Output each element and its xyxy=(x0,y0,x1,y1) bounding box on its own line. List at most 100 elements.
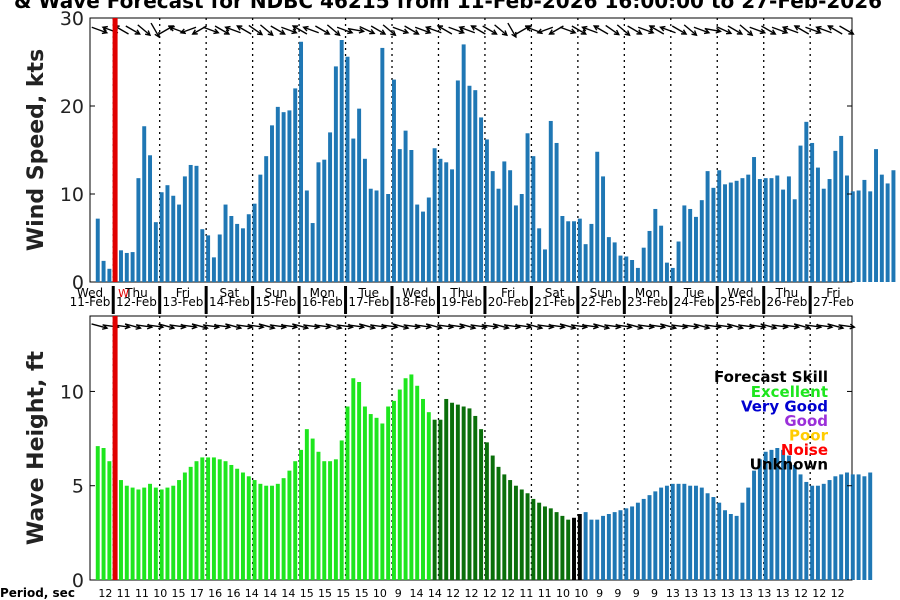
wind-arrow-head xyxy=(501,30,508,37)
wind-arrow-shaft xyxy=(259,24,274,36)
wind-arrow xyxy=(482,25,498,35)
wave-bar xyxy=(444,398,449,580)
wind-arrow xyxy=(671,25,688,35)
date-label: 27-Feb xyxy=(813,295,854,309)
wind-arrow-shaft xyxy=(537,26,554,34)
wind-bar xyxy=(264,156,269,282)
wave-bar xyxy=(734,515,739,580)
wind-arrow xyxy=(739,24,754,37)
wind-arrow-shaft xyxy=(794,25,810,35)
wind-bar xyxy=(781,189,786,282)
wind-bar xyxy=(281,112,286,282)
wind-arrow xyxy=(302,25,319,34)
wave-arrow-shaft xyxy=(704,324,721,328)
wind-bar xyxy=(845,175,849,282)
wind-arrow-head xyxy=(256,29,264,36)
wave-arrow-shaft xyxy=(448,324,465,328)
legend-item: Unknown xyxy=(750,456,828,474)
period-value: 13 xyxy=(702,587,716,600)
wave-bar xyxy=(148,483,153,580)
wave-bar xyxy=(542,506,547,580)
wave-arrow-shaft xyxy=(292,323,308,329)
day-name-label: Wed xyxy=(402,286,428,300)
wave-bar xyxy=(386,406,391,580)
wind-arrow xyxy=(781,25,799,34)
period-value: 10 xyxy=(556,587,570,600)
wind-bar xyxy=(815,167,820,282)
wind-arrow-shaft xyxy=(448,26,464,34)
wind-arrow-head xyxy=(390,30,397,37)
wind-arrow xyxy=(637,26,655,35)
wind-arrow xyxy=(693,26,711,35)
wave-bar xyxy=(583,512,588,580)
wind-bar xyxy=(560,216,565,282)
period-value: 9 xyxy=(633,587,640,600)
wind-bar xyxy=(316,162,321,282)
period-value: 14 xyxy=(263,587,277,600)
wind-arrow-head xyxy=(291,28,298,35)
wind-arrow xyxy=(137,24,152,37)
wave-bar xyxy=(635,502,640,580)
day-name-label: Mon xyxy=(635,286,660,300)
wind-arrow-head xyxy=(624,30,631,37)
wave-bar xyxy=(769,449,774,580)
period-value: 12 xyxy=(464,587,478,600)
wind-arrow-shaft xyxy=(270,25,285,35)
wave-arrow-shaft xyxy=(336,324,353,328)
wave-bar xyxy=(194,461,199,580)
date-label: 22-Feb xyxy=(581,295,622,309)
date-label: 18-Feb xyxy=(395,295,436,309)
wave-arrow-shaft xyxy=(648,324,665,328)
period-value: 14 xyxy=(410,587,424,600)
wind-arrow-head xyxy=(347,28,354,35)
wind-arrow-head xyxy=(413,29,420,35)
wave-arrow-shaft xyxy=(425,323,442,329)
wind-arrow-shaft xyxy=(150,22,160,38)
period-value: 10 xyxy=(574,587,588,600)
period-values: 12 11 11 10 15 17 16 16 14 14 14 15 15 15 15 10 9 14 14 12 1… xyxy=(98,587,844,600)
day-name-label: Sun xyxy=(264,286,287,300)
wave-arrow-shaft xyxy=(682,324,699,328)
wave-bar xyxy=(763,451,768,580)
wind-arrow-head xyxy=(101,25,108,32)
wind-arrow-head xyxy=(570,28,577,35)
wind-bar xyxy=(275,106,280,282)
wave-arrow-shaft xyxy=(436,324,454,328)
wind-bar xyxy=(699,200,704,282)
day-name-label: Sun xyxy=(590,286,613,300)
wind-bar xyxy=(502,161,507,282)
wave-bar xyxy=(856,474,861,580)
wind-bar xyxy=(200,229,205,282)
period-value: 13 xyxy=(776,587,790,600)
wind-bar xyxy=(177,204,182,282)
wind-bar xyxy=(490,171,495,282)
wave-arrow-shaft xyxy=(269,324,286,328)
day-name-label: Wed xyxy=(727,286,753,300)
wind-bar xyxy=(810,142,815,282)
wave-arrow-shaft xyxy=(470,324,487,328)
period-value: 9 xyxy=(614,587,621,600)
wave-bar xyxy=(618,510,623,580)
period-value: 16 xyxy=(208,587,222,600)
wind-arrow-head xyxy=(291,25,299,31)
wind-bar xyxy=(153,222,158,282)
day-name-label: Tue xyxy=(358,286,380,300)
wind-bar xyxy=(415,204,420,282)
wave-bar xyxy=(275,483,280,580)
legend-item: Noise xyxy=(781,441,828,459)
wind-bar xyxy=(391,79,396,282)
wind-arrow-head xyxy=(224,25,231,32)
wind-bar xyxy=(670,267,675,282)
wind-bar xyxy=(322,159,327,282)
wave-bar xyxy=(601,515,606,580)
date-label: 21-Feb xyxy=(534,295,575,309)
wind-bar xyxy=(438,158,443,282)
wind-arrow xyxy=(716,25,733,35)
wind-arrow xyxy=(436,25,453,35)
date-label: 17-Feb xyxy=(348,295,389,309)
wave-bar xyxy=(409,374,414,580)
wave-bar xyxy=(786,455,791,580)
wind-arrow-shaft xyxy=(649,25,665,35)
wind-arrow-shaft xyxy=(203,26,219,34)
wave-arrow-shaft xyxy=(827,323,844,329)
